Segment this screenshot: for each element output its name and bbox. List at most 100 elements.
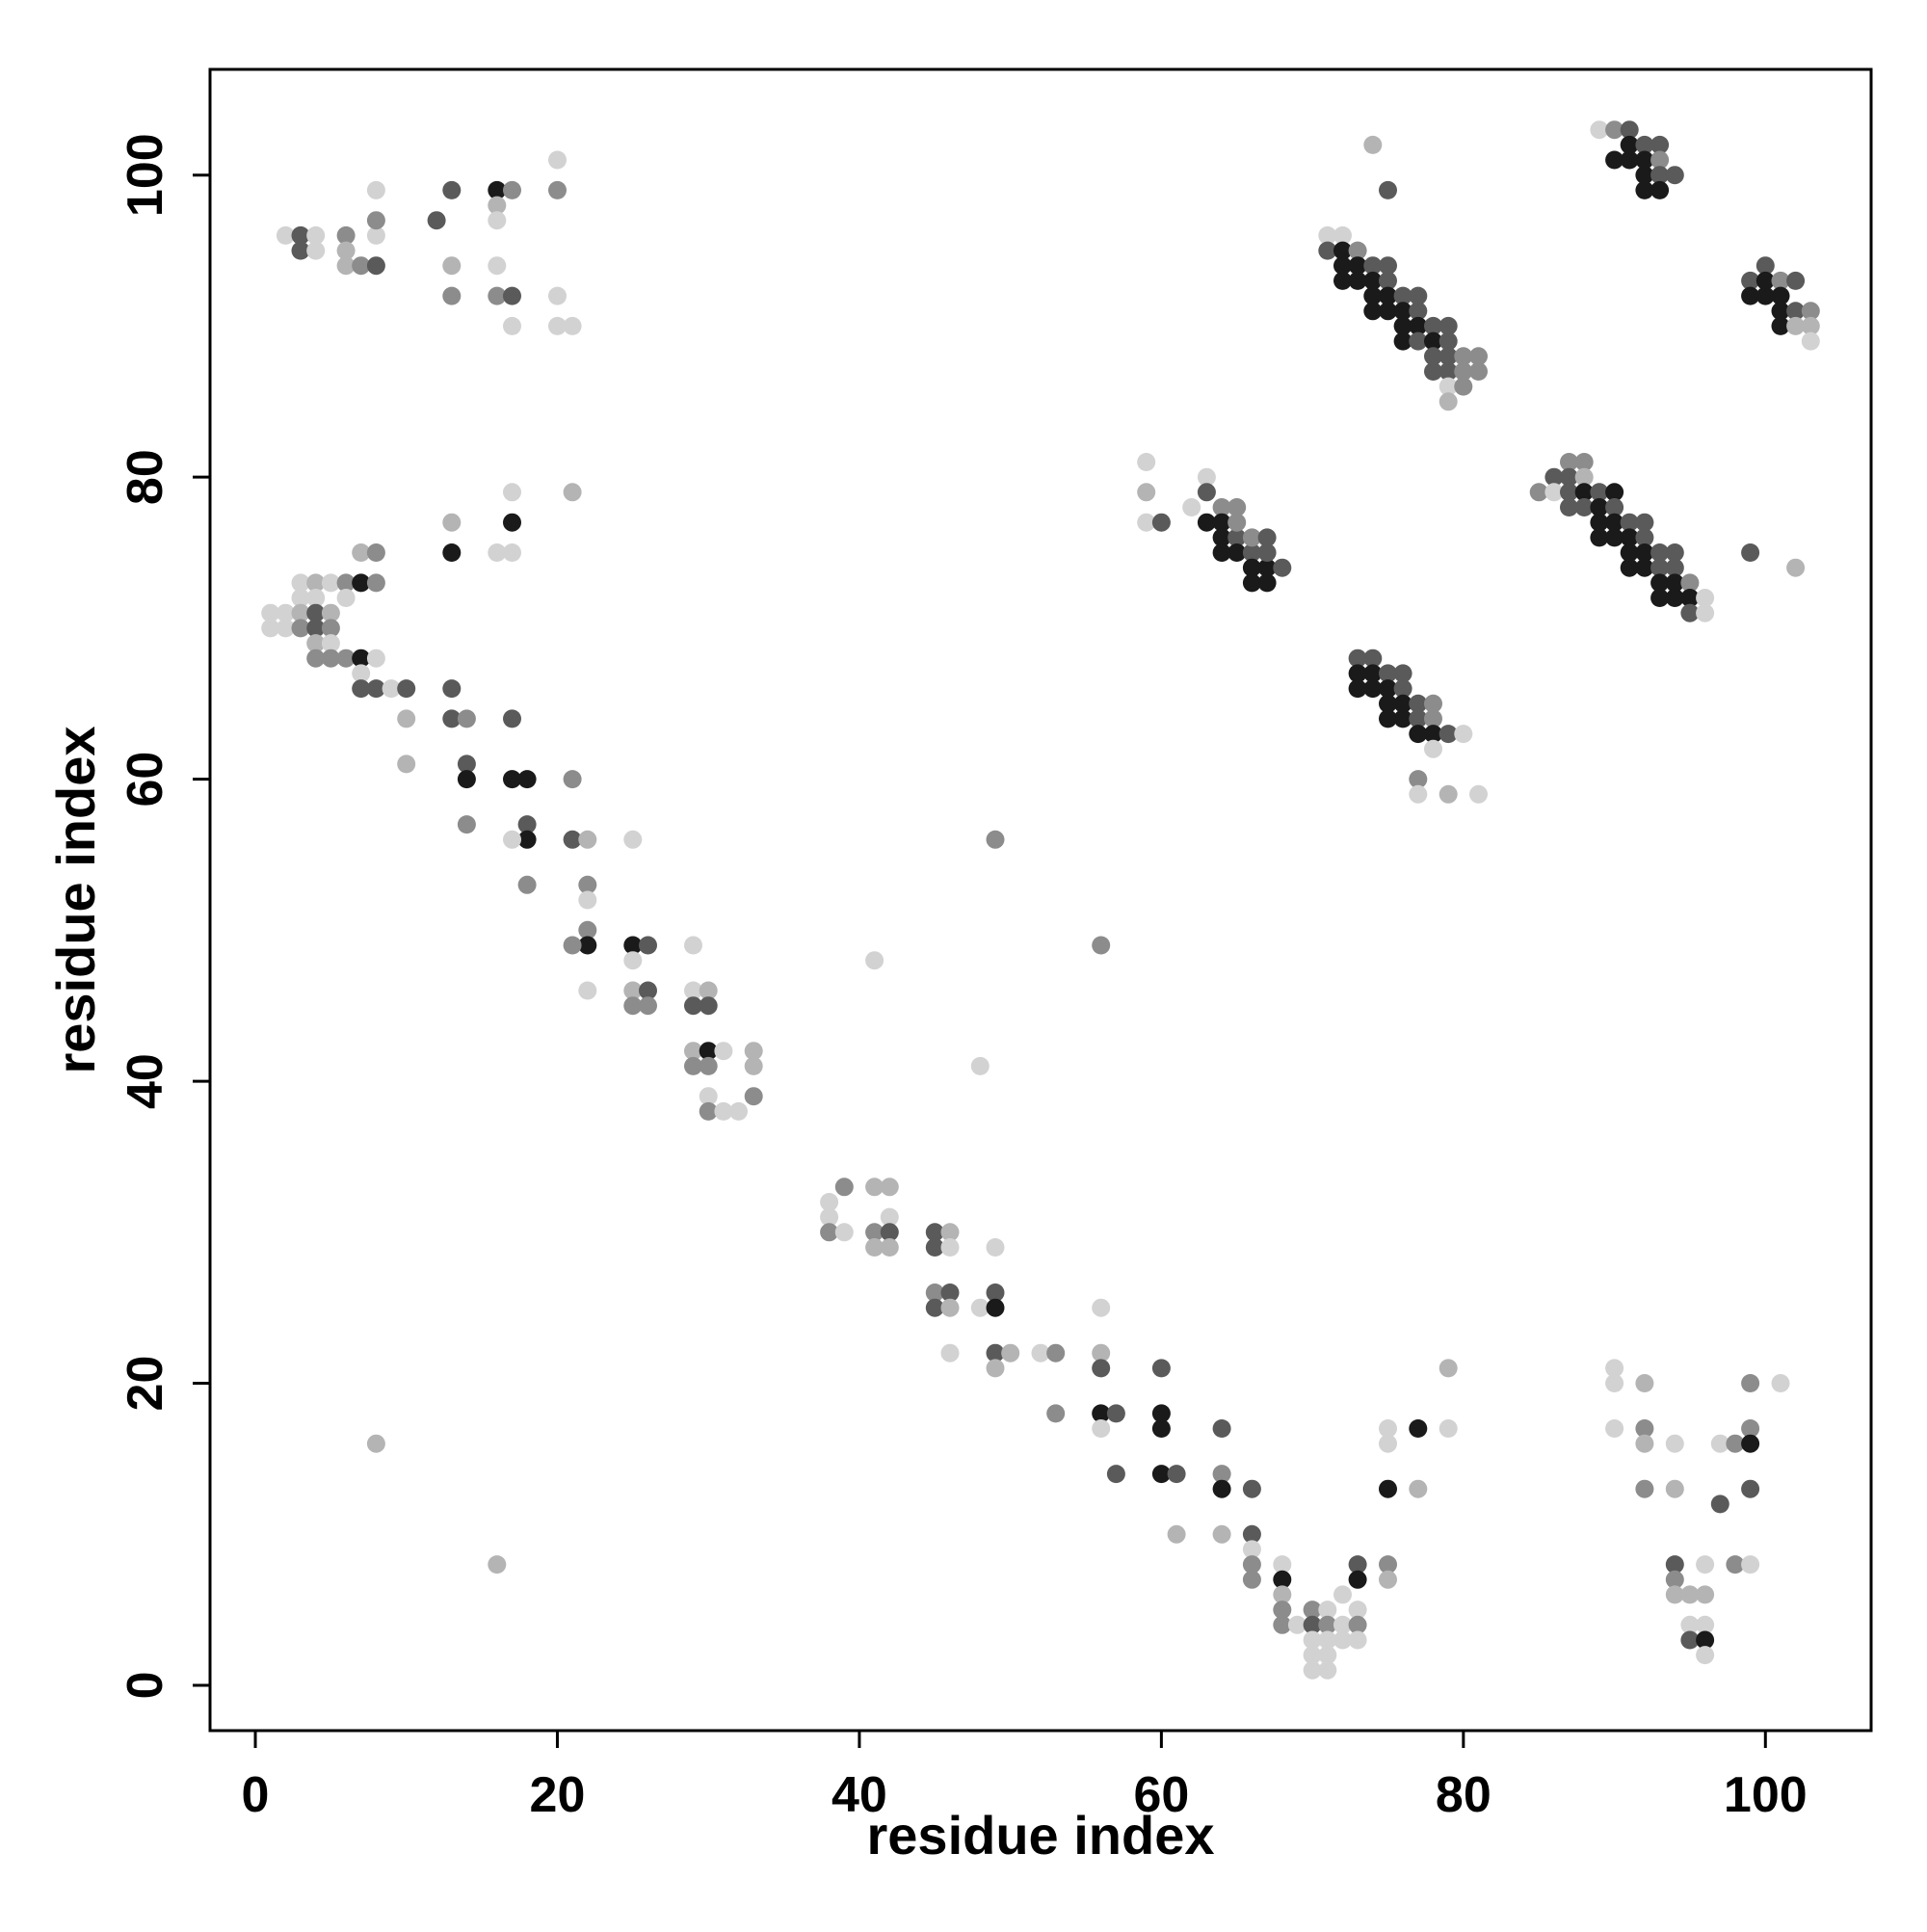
contact-point (563, 936, 582, 955)
contact-point (276, 603, 295, 622)
contact-point (970, 1056, 990, 1075)
contact-point (1469, 362, 1488, 381)
contact-point (1665, 558, 1684, 577)
contact-point (1650, 589, 1670, 607)
contact-point (352, 679, 371, 699)
contact-point (684, 936, 702, 955)
contact-point (1574, 483, 1594, 502)
contact-point (865, 1223, 884, 1242)
contact-point (820, 1193, 839, 1211)
contact-point (1167, 1524, 1186, 1544)
contact-point (1726, 1555, 1745, 1575)
contact-point (729, 1101, 748, 1121)
contact-point (457, 815, 476, 834)
contact-point (1363, 648, 1383, 668)
contact-point (1092, 1298, 1111, 1317)
contact-point (1590, 120, 1609, 140)
contact-point (1092, 1359, 1111, 1378)
contact-point (1439, 362, 1458, 381)
contact-point (1379, 1434, 1397, 1453)
contact-point (744, 1087, 763, 1106)
contact-point (714, 1042, 733, 1061)
contact-point (1650, 166, 1670, 185)
contact-point (578, 890, 597, 910)
contact-point (1680, 1585, 1700, 1604)
contact-point (623, 996, 643, 1016)
contact-point (1257, 573, 1277, 593)
contact-point (1333, 256, 1352, 276)
contact-point (1650, 135, 1670, 154)
contact-point (1605, 1359, 1624, 1378)
contact-point (1635, 135, 1654, 154)
contact-point (1635, 1434, 1654, 1453)
contact-point (1287, 1615, 1307, 1634)
contact-point (1303, 1601, 1322, 1620)
contact-point (1771, 1374, 1790, 1392)
contact-point (925, 1238, 944, 1257)
contact-point (1092, 936, 1111, 955)
contact-point (684, 1056, 702, 1075)
contact-point (1650, 543, 1670, 562)
y-tick-label: 40 (118, 1053, 173, 1109)
contact-point (1379, 286, 1397, 305)
contact-point (1560, 453, 1578, 471)
contact-point (1665, 1434, 1684, 1453)
contact-point (1212, 543, 1231, 562)
contact-point (1635, 543, 1654, 562)
contact-point (1151, 1404, 1171, 1423)
contact-point (488, 256, 507, 276)
contact-point (1227, 513, 1247, 532)
contact-point (1665, 589, 1684, 607)
contact-point (1560, 467, 1578, 487)
contact-point (563, 316, 582, 335)
contact-point (1439, 1419, 1458, 1438)
contact-point (1318, 1660, 1337, 1680)
contact-point (1439, 331, 1458, 351)
contact-point (1333, 241, 1352, 260)
contact-point (1454, 347, 1473, 366)
contact-point (1363, 271, 1383, 290)
contact-point (1318, 225, 1337, 245)
contact-point (488, 286, 507, 305)
contact-point (1348, 241, 1367, 260)
contact-point (352, 543, 371, 562)
contact-point (1771, 286, 1790, 305)
contact-point (1650, 180, 1670, 199)
contact-point (442, 180, 462, 199)
contact-point (503, 709, 521, 728)
contact-point (563, 770, 582, 789)
contact-point (261, 603, 280, 622)
contact-point (352, 648, 371, 668)
contact-point (306, 225, 326, 245)
contact-point (548, 180, 567, 199)
contact-point (1665, 166, 1684, 185)
contact-point (1424, 316, 1442, 335)
contact-point (986, 1359, 1005, 1378)
contact-point (1439, 347, 1458, 366)
contact-point (336, 225, 356, 245)
contact-point (336, 648, 356, 668)
contact-point (1605, 150, 1624, 170)
contact-point (336, 589, 356, 607)
contact-point (1031, 1343, 1050, 1363)
contact-point (382, 679, 401, 699)
contact-point (1409, 770, 1428, 789)
contact-point (1620, 528, 1639, 547)
contact-point (291, 589, 310, 607)
contact-point (442, 679, 462, 699)
contact-point (366, 225, 385, 245)
contact-point (1605, 498, 1624, 516)
contact-point (639, 996, 657, 1016)
contact-point (366, 573, 385, 593)
contact-point (986, 1343, 1005, 1363)
contact-point (1303, 1630, 1322, 1650)
contact-point (1348, 1630, 1367, 1650)
contact-point (366, 256, 385, 276)
contact-point (517, 875, 537, 894)
contact-point (1424, 362, 1442, 381)
contact-point (1303, 1615, 1322, 1634)
contact-point (306, 589, 326, 607)
contact-point (1439, 392, 1458, 411)
contact-point (1590, 513, 1609, 532)
